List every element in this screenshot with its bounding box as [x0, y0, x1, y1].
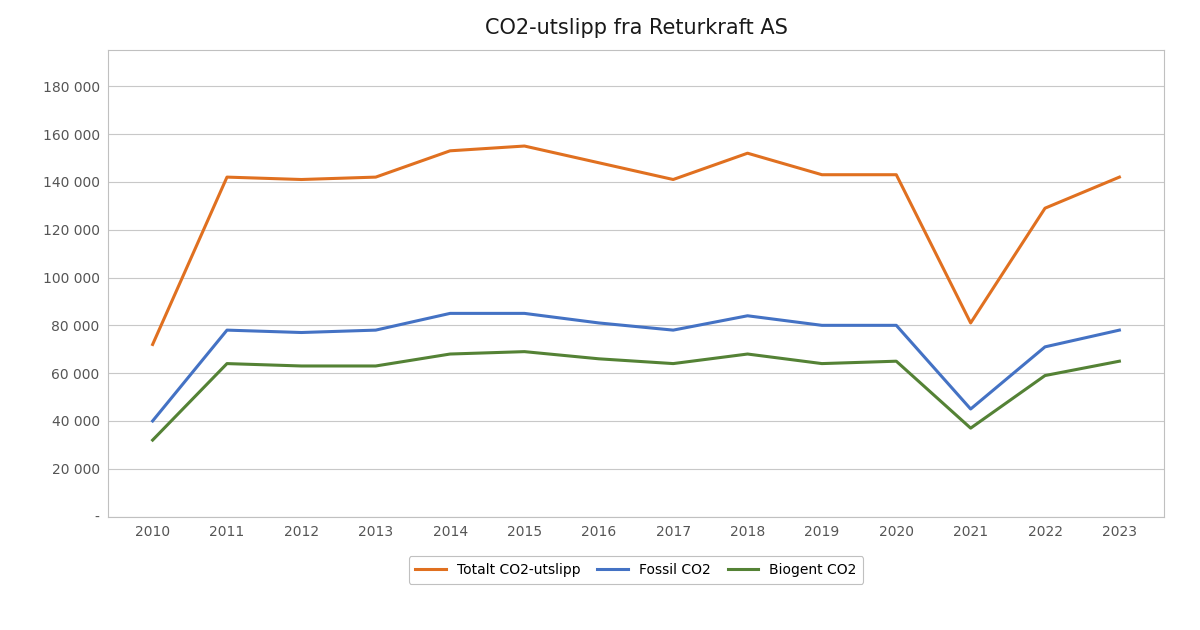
Totalt CO2-utslipp	[592, 159, 606, 166]
Totalt CO2-utslipp	[1038, 204, 1052, 212]
Fossil CO2	[740, 312, 755, 319]
Line: Fossil CO2: Fossil CO2	[152, 313, 1120, 421]
Biogent CO2	[1112, 357, 1127, 365]
Biogent CO2	[294, 362, 308, 370]
Legend: Totalt CO2-utslipp, Fossil CO2, Biogent CO2: Totalt CO2-utslipp, Fossil CO2, Biogent …	[408, 556, 864, 584]
Totalt CO2-utslipp	[220, 173, 234, 181]
Biogent CO2	[666, 360, 680, 367]
Fossil CO2	[666, 326, 680, 334]
Totalt CO2-utslipp	[1112, 173, 1127, 181]
Fossil CO2	[1038, 343, 1052, 351]
Totalt CO2-utslipp	[443, 147, 457, 154]
Biogent CO2	[443, 350, 457, 358]
Fossil CO2	[294, 329, 308, 336]
Totalt CO2-utslipp	[666, 176, 680, 183]
Fossil CO2	[443, 309, 457, 317]
Biogent CO2	[220, 360, 234, 367]
Biogent CO2	[368, 362, 383, 370]
Biogent CO2	[1038, 372, 1052, 379]
Fossil CO2	[964, 405, 978, 413]
Fossil CO2	[220, 326, 234, 334]
Biogent CO2	[964, 425, 978, 432]
Biogent CO2	[592, 355, 606, 363]
Totalt CO2-utslipp	[517, 142, 532, 150]
Fossil CO2	[517, 309, 532, 317]
Fossil CO2	[1112, 326, 1127, 334]
Biogent CO2	[815, 360, 829, 367]
Fossil CO2	[592, 319, 606, 327]
Totalt CO2-utslipp	[294, 176, 308, 183]
Fossil CO2	[145, 417, 160, 425]
Fossil CO2	[889, 321, 904, 329]
Totalt CO2-utslipp	[815, 171, 829, 178]
Line: Totalt CO2-utslipp: Totalt CO2-utslipp	[152, 146, 1120, 345]
Totalt CO2-utslipp	[368, 173, 383, 181]
Line: Biogent CO2: Biogent CO2	[152, 352, 1120, 440]
Biogent CO2	[517, 348, 532, 355]
Totalt CO2-utslipp	[740, 149, 755, 157]
Totalt CO2-utslipp	[889, 171, 904, 178]
Totalt CO2-utslipp	[964, 319, 978, 327]
Totalt CO2-utslipp	[145, 341, 160, 348]
Fossil CO2	[368, 326, 383, 334]
Biogent CO2	[889, 357, 904, 365]
Title: CO2-utslipp fra Returkraft AS: CO2-utslipp fra Returkraft AS	[485, 18, 787, 38]
Biogent CO2	[145, 437, 160, 444]
Biogent CO2	[740, 350, 755, 358]
Fossil CO2	[815, 321, 829, 329]
